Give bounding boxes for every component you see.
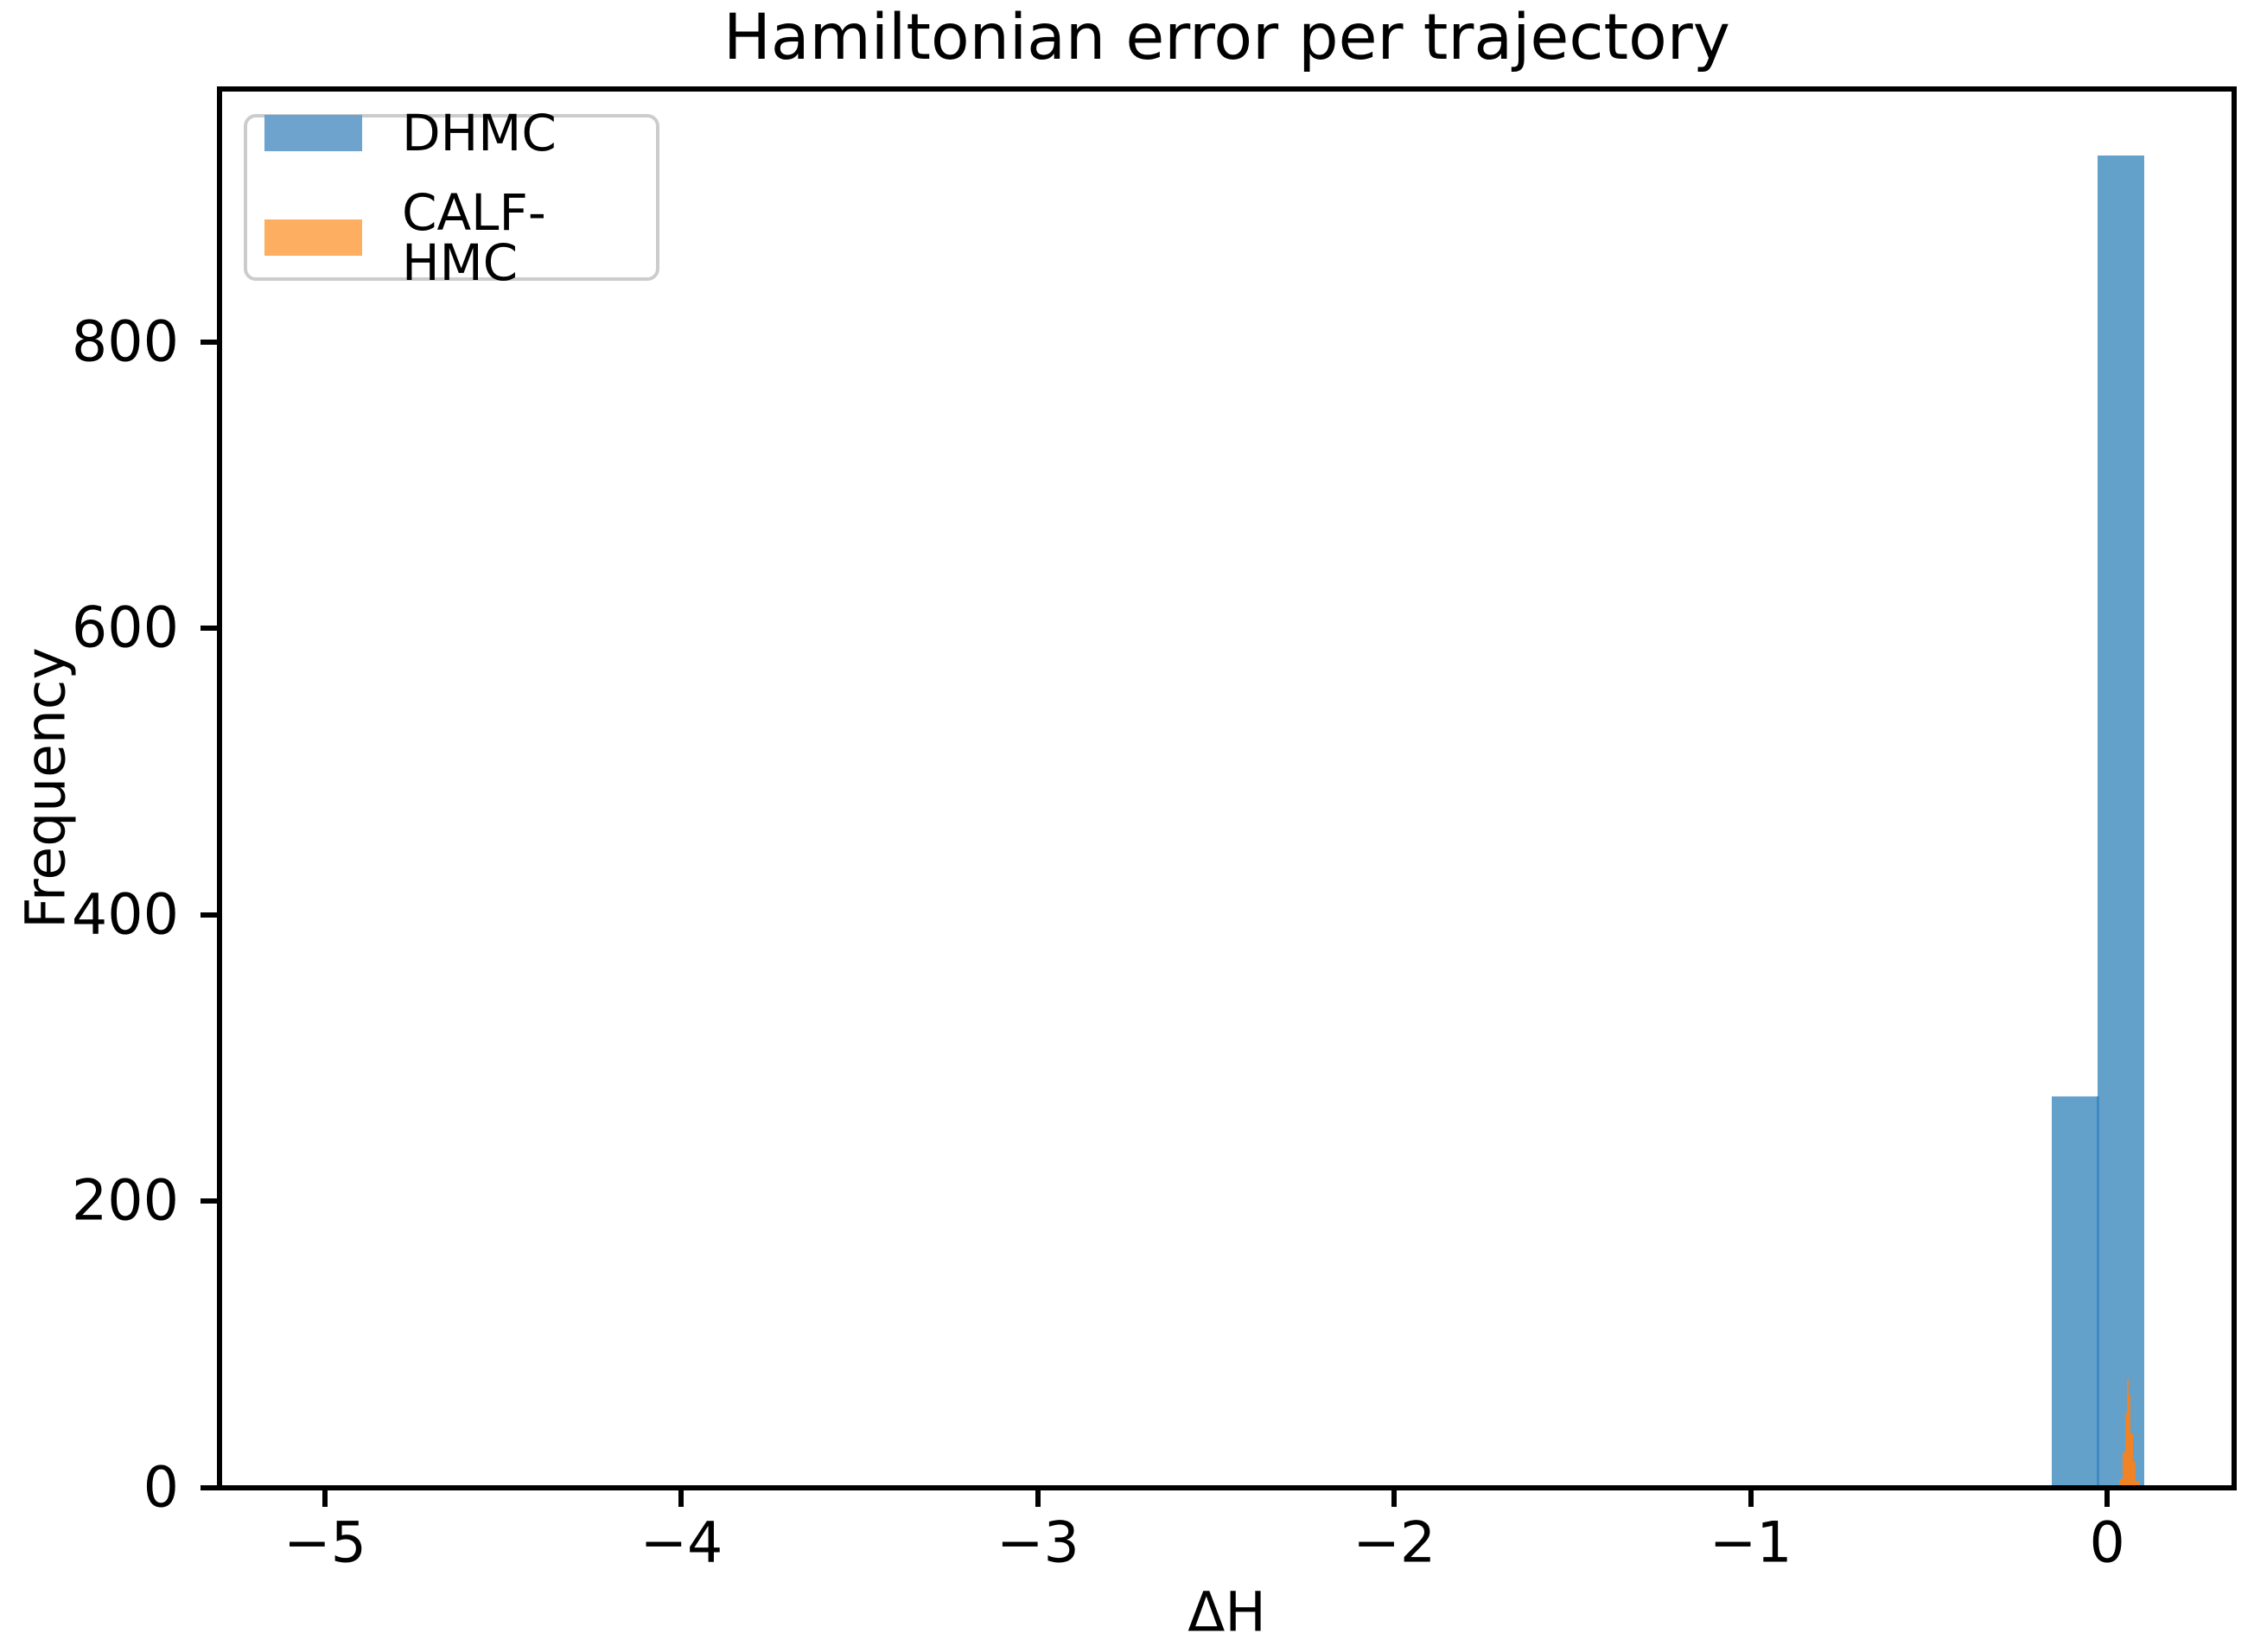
x-tick-label: −1: [1709, 1510, 1792, 1576]
bar-calf-hmc: [2136, 1480, 2141, 1488]
x-axis-label: ΔH: [1187, 1580, 1266, 1644]
bar-calf-hmc: [2129, 1395, 2131, 1488]
x-tick-label: −3: [996, 1510, 1079, 1576]
x-tick: [322, 1490, 328, 1507]
y-tick: [201, 912, 217, 918]
bar-calf-hmc: [2119, 1479, 2123, 1488]
y-tick-label: 200: [71, 1168, 179, 1234]
y-tick: [201, 1485, 217, 1490]
plot-area: [220, 89, 2234, 1488]
x-tick-label: −2: [1353, 1510, 1436, 1576]
x-tick: [1748, 1490, 1754, 1507]
y-tick-label: 400: [71, 882, 179, 948]
bar-calf-hmc: [2125, 1413, 2128, 1488]
bar-edge-seam: [2096, 1096, 2099, 1488]
x-tick: [2104, 1490, 2111, 1507]
legend-label-dhmc: DHMC: [402, 103, 557, 162]
y-tick-label: 600: [71, 595, 179, 661]
legend-label-calf-hmc: CALF-HMC: [402, 182, 546, 292]
bar-calf-hmc: [2130, 1433, 2134, 1488]
calf-hmc-swatch: [264, 219, 362, 256]
bar-calf-hmc: [2133, 1462, 2136, 1488]
y-tick-label: 0: [143, 1455, 179, 1521]
legend-box: DHMC CALF-HMC: [244, 108, 659, 288]
x-tick: [1391, 1490, 1398, 1507]
x-tick-label: −4: [640, 1510, 723, 1576]
dhmc-swatch: [264, 114, 362, 151]
x-tick: [678, 1490, 684, 1507]
bar-calf-hmc: [2127, 1378, 2130, 1488]
y-tick: [201, 1198, 217, 1204]
bar-dhmc: [2052, 1096, 2098, 1488]
x-tick: [1035, 1490, 1041, 1507]
chart-title: Hamiltonian error per trajectory: [723, 1, 1730, 74]
bar-calf-hmc: [2123, 1452, 2126, 1488]
legend-item-dhmc: DHMC: [264, 108, 656, 158]
bar-dhmc: [2098, 156, 2145, 1488]
y-tick-label: 800: [71, 309, 179, 375]
y-tick: [201, 626, 217, 632]
x-tick-label: 0: [2089, 1510, 2125, 1576]
x-tick-label: −5: [283, 1510, 366, 1576]
y-tick: [201, 339, 217, 345]
legend-item-calf-hmc: CALF-HMC: [264, 187, 656, 288]
